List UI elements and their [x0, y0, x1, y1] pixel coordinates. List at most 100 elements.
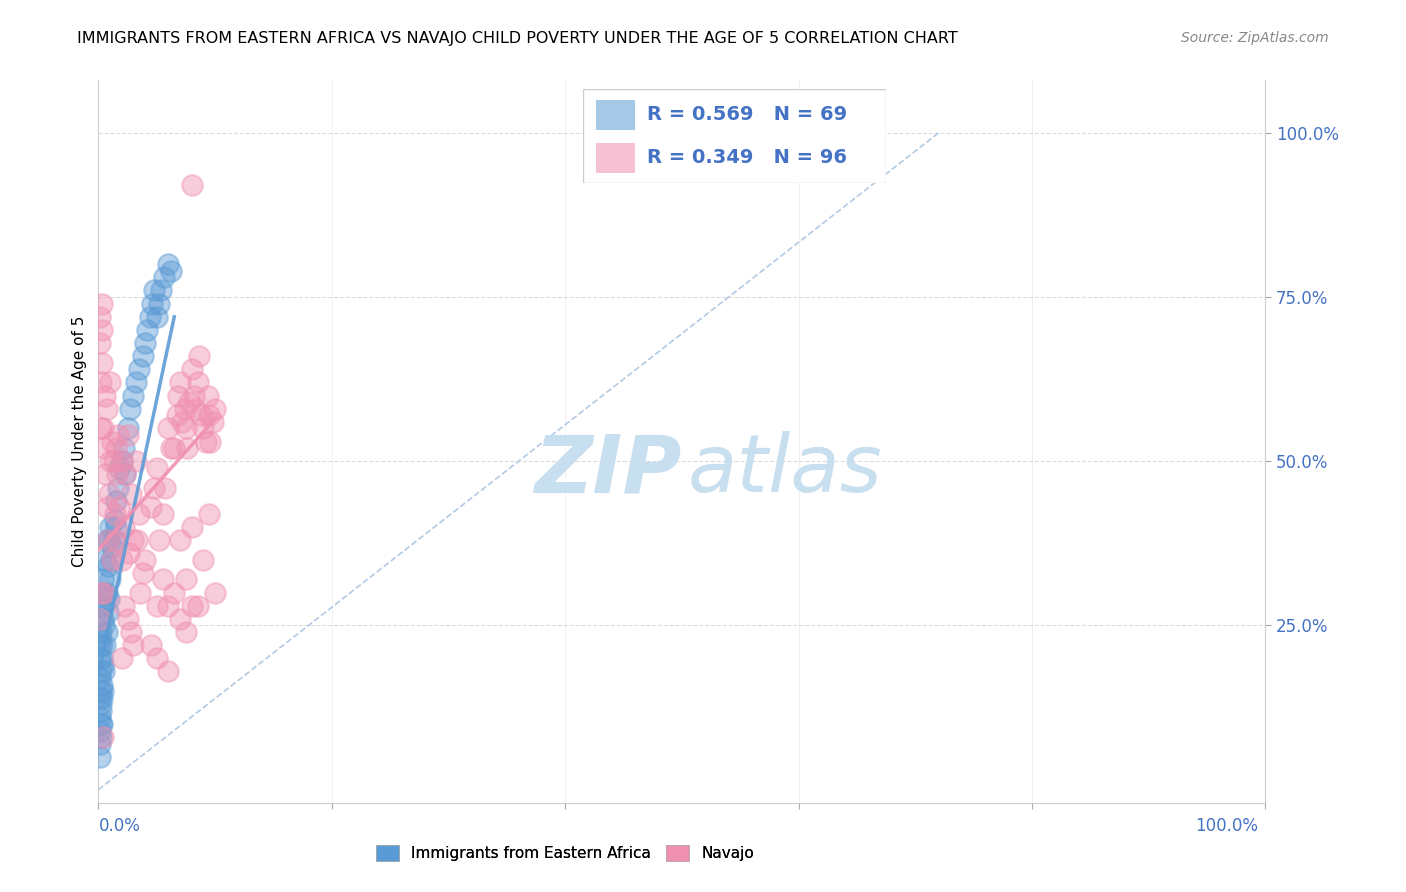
Point: [157, 421, 180, 435]
Point: [153, 481, 176, 495]
Point: [104, 441, 127, 455]
Point: [157, 599, 180, 613]
Point: [114, 467, 136, 482]
Point: [180, 599, 202, 613]
Point: [204, 585, 226, 599]
Point: [111, 454, 134, 468]
Point: [117, 421, 139, 435]
Point: [101, 553, 124, 567]
Point: [97, 533, 120, 547]
Point: [157, 257, 180, 271]
Point: [111, 553, 134, 567]
Point: [134, 553, 156, 567]
Point: [112, 441, 135, 455]
Point: [166, 388, 188, 402]
Point: [180, 362, 202, 376]
Point: [198, 409, 221, 423]
Point: [104, 513, 127, 527]
Point: [89, 336, 111, 351]
Point: [200, 434, 222, 449]
Point: [146, 460, 169, 475]
Point: [163, 585, 186, 599]
Text: 0.0%: 0.0%: [98, 817, 141, 835]
Point: [96, 401, 118, 416]
Point: [103, 454, 125, 468]
Text: atlas: atlas: [688, 432, 883, 509]
Point: [103, 533, 125, 547]
Text: ZIP: ZIP: [534, 432, 682, 509]
Point: [91, 657, 114, 672]
Point: [98, 454, 121, 468]
Point: [118, 401, 141, 416]
Point: [100, 553, 122, 567]
Point: [90, 684, 112, 698]
Point: [152, 573, 174, 587]
Point: [93, 665, 115, 679]
Point: [93, 618, 115, 632]
Point: [97, 559, 120, 574]
Point: [90, 665, 112, 679]
Point: [90, 585, 112, 599]
Point: [139, 500, 162, 515]
Point: [114, 467, 136, 482]
Point: [91, 730, 114, 744]
Point: [112, 520, 135, 534]
FancyBboxPatch shape: [583, 89, 886, 183]
Point: [125, 533, 148, 547]
Point: [146, 651, 169, 665]
Point: [117, 428, 139, 442]
Point: [157, 665, 180, 679]
Point: [187, 349, 209, 363]
Point: [89, 749, 111, 764]
Point: [122, 388, 145, 402]
Point: [90, 585, 112, 599]
Point: [90, 698, 112, 712]
Point: [204, 401, 226, 416]
Point: [97, 592, 120, 607]
Point: [125, 376, 148, 390]
Point: [107, 481, 129, 495]
Point: [198, 507, 221, 521]
Point: [90, 677, 112, 691]
Point: [128, 362, 150, 376]
Point: [187, 376, 209, 390]
Point: [190, 409, 212, 423]
Point: [141, 296, 163, 310]
Point: [146, 310, 169, 324]
Point: [163, 441, 186, 455]
Point: [89, 638, 111, 652]
Point: [98, 573, 121, 587]
Point: [120, 487, 142, 501]
Point: [112, 599, 135, 613]
Point: [90, 717, 112, 731]
Point: [193, 421, 215, 435]
Point: [104, 507, 127, 521]
Point: [101, 434, 124, 449]
Point: [180, 178, 202, 193]
Point: [97, 487, 120, 501]
Point: [90, 296, 112, 310]
Point: [174, 573, 197, 587]
Point: [132, 349, 155, 363]
Point: [169, 533, 191, 547]
Point: [89, 690, 111, 705]
Point: [159, 441, 181, 455]
Point: [89, 737, 111, 751]
Text: R = 0.349   N = 96: R = 0.349 N = 96: [647, 147, 846, 167]
Point: [89, 723, 111, 738]
Point: [90, 704, 112, 718]
Point: [169, 612, 191, 626]
Text: 100.0%: 100.0%: [1195, 817, 1258, 835]
Text: IMMIGRANTS FROM EASTERN AFRICA VS NAVAJO CHILD POVERTY UNDER THE AGE OF 5 CORREL: IMMIGRANTS FROM EASTERN AFRICA VS NAVAJO…: [77, 31, 957, 46]
Point: [90, 323, 112, 337]
Point: [197, 388, 219, 402]
Point: [90, 651, 112, 665]
Point: [183, 388, 205, 402]
Point: [105, 467, 128, 482]
Point: [98, 376, 121, 390]
Point: [91, 684, 114, 698]
Point: [90, 625, 112, 640]
Point: [94, 467, 117, 482]
Point: [90, 356, 112, 370]
Point: [187, 599, 209, 613]
